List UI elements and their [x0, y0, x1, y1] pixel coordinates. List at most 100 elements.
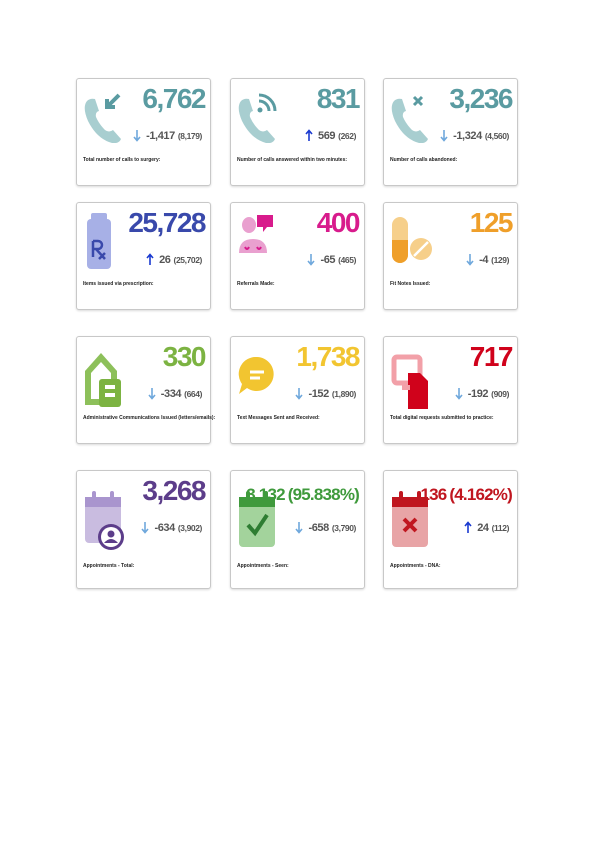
phone-icon: [391, 95, 428, 143]
kpi-card: 3,132 (95.838%) -658 (3,790) Appointments - …: [230, 470, 365, 589]
kpi-change: 26 (25,702): [146, 253, 202, 266]
previous-value: (8,179): [177, 130, 203, 141]
change-value: -1,417: [146, 129, 175, 142]
change-value: -634: [154, 521, 175, 534]
prescription-icon: [87, 213, 111, 269]
value-number: 3,132: [246, 485, 285, 504]
kpi-value: 400: [316, 207, 361, 239]
change-value: 24: [477, 521, 489, 534]
kpi-value: 3,236: [449, 83, 513, 115]
pill-icon: [392, 217, 432, 263]
change-value: -658: [308, 521, 329, 534]
trend-arrow: [133, 130, 141, 142]
value-number: 717: [469, 341, 514, 372]
value-number: 136: [420, 485, 447, 504]
house-icon: [85, 353, 121, 407]
device-icon: [391, 354, 428, 409]
trend-arrow: [146, 253, 154, 265]
value-number: 831: [316, 83, 361, 114]
kpi-change: 569 (262): [305, 129, 356, 142]
kpi-label: Appointments - Total:: [83, 563, 135, 569]
kpi-change: -192 (909): [455, 387, 509, 400]
change-value: -1,324: [453, 129, 482, 142]
change-value: -4: [479, 253, 489, 266]
kpi-card: 3,236 -1,324 (4,560) Number of calls abando…: [383, 78, 518, 186]
kpi-card: 136 (4.162%) 24 (112) Appointments - DNA:: [383, 470, 518, 589]
value-number: 125: [469, 207, 514, 238]
kpi-label: Total digital requests submitted to prac…: [390, 415, 494, 421]
calendar-icon: [239, 491, 275, 547]
kpi-card: 831 569 (262) Number of calls answered with…: [230, 78, 365, 186]
value-number: 3,268: [142, 475, 206, 506]
kpi-card: 400 -65 (465) Referrals Made:: [230, 202, 365, 310]
kpi-value: 3,132 (95.838%): [246, 485, 360, 505]
previous-value: (262): [338, 130, 356, 141]
phone-icon: [238, 93, 277, 143]
value-number: 330: [162, 341, 207, 372]
kpi-value: 1,738: [296, 341, 360, 373]
change-value: -65: [320, 253, 336, 266]
kpi-label: Referrals Made:: [237, 281, 275, 287]
kpi-label: Text Messages Sent and Received:: [237, 415, 320, 421]
kpi-value: 136 (4.162%): [420, 485, 512, 505]
trend-arrow: [295, 388, 304, 400]
value-number: 400: [316, 207, 361, 238]
kpi-change: -152 (1,890): [295, 387, 356, 400]
kpi-card: 717 -192 (909) Total digital requests submi…: [383, 336, 518, 444]
kpi-card: 3,268 -634 (3,902) Appointments - Total:: [76, 470, 211, 589]
change-value: -152: [308, 387, 329, 400]
previous-value: (3,790): [331, 522, 357, 533]
value-percent: (95.838%): [287, 485, 360, 504]
previous-value: (3,902): [177, 522, 203, 533]
change-value: 26: [159, 253, 171, 266]
trend-arrow: [466, 254, 474, 266]
trend-arrow: [148, 388, 156, 400]
trend-arrow: [464, 521, 472, 533]
kpi-label: Items issued via prescription:: [83, 281, 154, 287]
kpi-change: -334 (664): [148, 387, 202, 400]
kpi-label: Appointments - DNA:: [390, 563, 441, 569]
kpi-label: Appointments - Seen:: [237, 563, 289, 569]
previous-value: (1,890): [331, 388, 357, 399]
change-value: -334: [160, 387, 182, 400]
trend-arrow: [440, 130, 448, 142]
previous-value: (664): [184, 388, 202, 399]
kpi-card: 25,728 26 (25,702) Items issued via prescri…: [76, 202, 211, 310]
trend-arrow: [141, 522, 150, 534]
previous-value: (909): [491, 388, 509, 399]
value-percent: (4.162%): [449, 485, 512, 504]
kpi-value: 831: [316, 83, 361, 115]
kpi-value: 6,762: [142, 83, 206, 115]
kpi-label: Administrative Communications Issued (le…: [83, 415, 216, 421]
previous-value: (25,702): [173, 254, 203, 265]
referral-icon: [239, 215, 273, 253]
previous-value: (112): [491, 522, 510, 533]
kpi-card: 6,762 -1,417 (8,179) Total number of calls …: [76, 78, 211, 186]
kpi-change: -1,324 (4,560): [440, 129, 509, 142]
kpi-change: -65 (465): [307, 253, 356, 266]
previous-value: (129): [491, 254, 509, 265]
kpi-card: 1,738 -152 (1,890) Text Messages Sent and R…: [230, 336, 365, 444]
kpi-change: -634 (3,902): [141, 521, 202, 534]
calendar-icon: [85, 491, 124, 550]
trend-arrow: [295, 522, 304, 534]
trend-arrow: [305, 129, 313, 141]
change-value: 569: [318, 129, 336, 142]
kpi-label: Number of calls abandoned:: [390, 157, 458, 163]
kpi-card: 330 -334 (664) Administrative Communication…: [76, 336, 215, 444]
kpi-card: 125 -4 (129) Fit Notes Issued:: [383, 202, 518, 310]
previous-value: (465): [338, 254, 356, 265]
kpi-value: 330: [162, 341, 207, 373]
kpi-change: -4 (129): [466, 253, 509, 266]
kpi-label: Total number of calls to surgery:: [83, 157, 161, 163]
kpi-label: Number of calls answered within two minu…: [237, 157, 348, 163]
kpi-value: 125: [469, 207, 514, 239]
value-number: 3,236: [449, 83, 513, 114]
kpi-change: 24 (112): [464, 521, 509, 534]
trend-arrow: [455, 388, 463, 400]
kpi-label: Fit Notes Issued:: [390, 281, 431, 287]
value-number: 6,762: [142, 83, 206, 114]
trend-arrow: [307, 254, 316, 266]
phone-icon: [84, 93, 121, 143]
